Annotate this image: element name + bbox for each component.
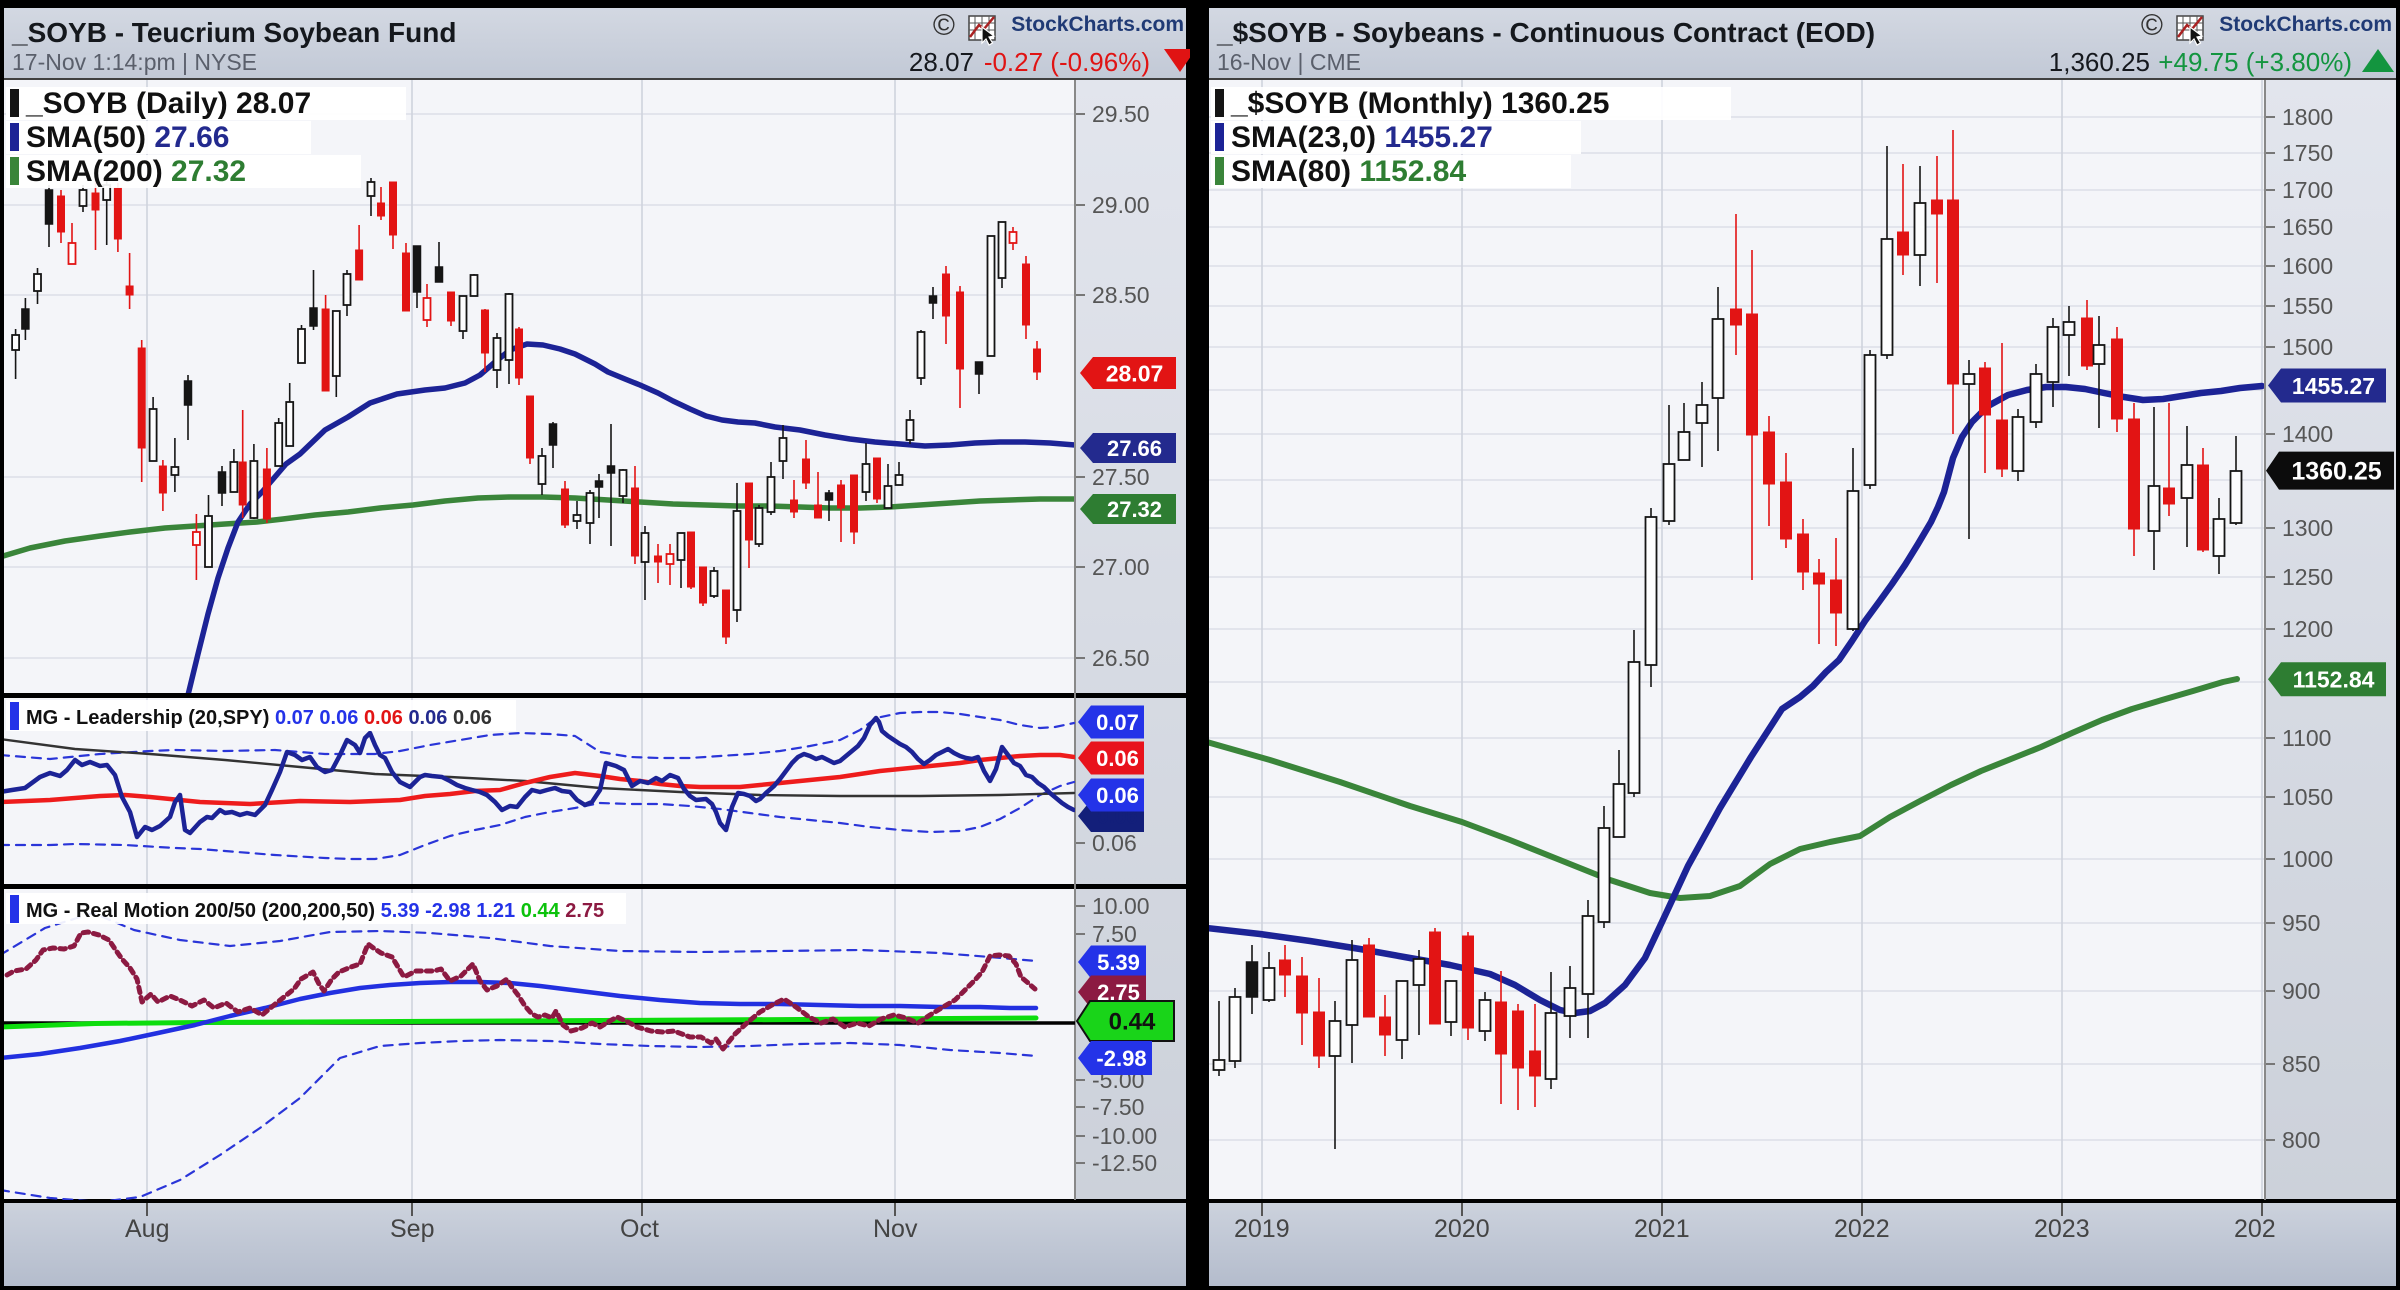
svg-text:26.50: 26.50 — [1092, 645, 1150, 671]
svg-text:Oct: Oct — [620, 1215, 659, 1243]
svg-text:1650: 1650 — [2282, 214, 2333, 240]
svg-text:_$SOYB - Soybeans - Continuous: _$SOYB - Soybeans - Continuous Contract … — [1216, 17, 1875, 48]
svg-text:SMA(50) 27.66: SMA(50) 27.66 — [26, 121, 229, 154]
svg-text:-2.98: -2.98 — [1096, 1046, 1146, 1071]
svg-text:28.07: 28.07 — [1106, 360, 1164, 386]
svg-text:17-Nov 1:14:pm | NYSE: 17-Nov 1:14:pm | NYSE — [12, 49, 257, 75]
svg-text:1800: 1800 — [2282, 104, 2333, 130]
svg-text:1600: 1600 — [2282, 253, 2333, 279]
svg-text:1200: 1200 — [2282, 616, 2333, 642]
svg-text:0.07: 0.07 — [1096, 710, 1139, 735]
svg-text:0.06: 0.06 — [1096, 783, 1139, 808]
svg-text:0.06: 0.06 — [1096, 746, 1139, 771]
svg-text:1152.84: 1152.84 — [2293, 667, 2375, 693]
svg-text:Nov: Nov — [873, 1215, 918, 1243]
svg-text:0.44: 0.44 — [1109, 1009, 1156, 1036]
svg-text:1700: 1700 — [2282, 177, 2333, 203]
svg-text:1050: 1050 — [2282, 784, 2333, 810]
svg-text:-0.27 (-0.96%): -0.27 (-0.96%) — [984, 47, 1150, 77]
svg-text:1750: 1750 — [2282, 140, 2333, 166]
svg-text:StockCharts.com: StockCharts.com — [1011, 13, 1184, 36]
svg-text:2021: 2021 — [1634, 1215, 1690, 1243]
svg-text:-12.50: -12.50 — [1092, 1150, 1157, 1176]
svg-text:1550: 1550 — [2282, 293, 2333, 319]
svg-text:SMA(23,0) 1455.27: SMA(23,0) 1455.27 — [1231, 121, 1493, 154]
svg-text:MG - Real Motion 200/50 (200,2: MG - Real Motion 200/50 (200,200,50) 5.3… — [26, 900, 604, 922]
svg-text:SMA(200) 27.32: SMA(200) 27.32 — [26, 155, 246, 188]
svg-text:-10.00: -10.00 — [1092, 1123, 1157, 1149]
svg-text:0.06: 0.06 — [1092, 830, 1137, 856]
svg-text:16-Nov | CME: 16-Nov | CME — [1217, 49, 1361, 75]
svg-text:800: 800 — [2282, 1127, 2320, 1153]
svg-text:StockCharts.com: StockCharts.com — [2219, 13, 2392, 36]
svg-text:29.50: 29.50 — [1092, 101, 1150, 127]
svg-text:1500: 1500 — [2282, 334, 2333, 360]
svg-text:27.00: 27.00 — [1092, 554, 1150, 580]
svg-text:-7.50: -7.50 — [1092, 1094, 1144, 1120]
svg-text:Sep: Sep — [390, 1215, 434, 1243]
svg-text:1400: 1400 — [2282, 421, 2333, 447]
svg-text:10.00: 10.00 — [1092, 893, 1150, 919]
svg-text:1300: 1300 — [2282, 515, 2333, 541]
svg-text:28.50: 28.50 — [1092, 282, 1150, 308]
svg-text:©: © — [2141, 9, 2163, 42]
svg-text:27.50: 27.50 — [1092, 464, 1150, 490]
svg-text:900: 900 — [2282, 978, 2320, 1004]
svg-text:SMA(80) 1152.84: SMA(80) 1152.84 — [1231, 155, 1466, 188]
svg-text:©: © — [933, 9, 955, 42]
svg-text:_$SOYB (Monthly) 1360.25: _$SOYB (Monthly) 1360.25 — [1230, 87, 1609, 120]
svg-text:28.07: 28.07 — [909, 47, 974, 77]
svg-text:1000: 1000 — [2282, 846, 2333, 872]
svg-text:MG - Leadership (20,SPY) 0.07: MG - Leadership (20,SPY) 0.07 0.06 0.06 … — [26, 707, 492, 729]
svg-text:202: 202 — [2234, 1215, 2276, 1243]
svg-text:1360.25: 1360.25 — [2291, 458, 2381, 486]
svg-text:1250: 1250 — [2282, 564, 2333, 590]
svg-text:5.39: 5.39 — [1097, 950, 1140, 975]
svg-text:+49.75 (+3.80%): +49.75 (+3.80%) — [2158, 47, 2352, 77]
svg-text:950: 950 — [2282, 910, 2320, 936]
svg-text:27.66: 27.66 — [1107, 436, 1162, 461]
svg-text:_SOYB (Daily) 28.07: _SOYB (Daily) 28.07 — [25, 87, 311, 120]
svg-text:1100: 1100 — [2282, 725, 2331, 751]
svg-text:2023: 2023 — [2034, 1215, 2090, 1243]
svg-text:_SOYB - Teucrium Soybean Fund: _SOYB - Teucrium Soybean Fund — [11, 17, 456, 48]
svg-text:Aug: Aug — [125, 1215, 169, 1243]
svg-text:27.32: 27.32 — [1107, 497, 1162, 522]
svg-text:29.00: 29.00 — [1092, 192, 1150, 218]
svg-text:2019: 2019 — [1234, 1215, 1290, 1243]
svg-text:2022: 2022 — [1834, 1215, 1890, 1243]
svg-text:850: 850 — [2282, 1051, 2320, 1077]
svg-text:2020: 2020 — [1434, 1215, 1490, 1243]
svg-text:7.50: 7.50 — [1092, 921, 1137, 947]
svg-text:1455.27: 1455.27 — [2292, 373, 2375, 399]
svg-text:1,360.25: 1,360.25 — [2049, 47, 2150, 77]
